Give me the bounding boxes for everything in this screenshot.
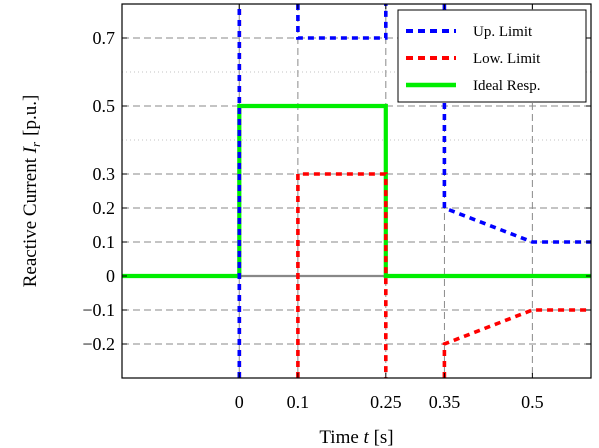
series-line-ideal-resp (122, 103, 591, 279)
y-tick-label: −0.1 (82, 300, 115, 320)
x-tick-label: 0.1 (287, 392, 310, 412)
x-tick-label: 0.25 (370, 392, 402, 412)
legend-label-up-limit: Up. Limit (473, 24, 533, 40)
y-tick-label: 0.3 (93, 164, 116, 184)
y-tick-label: 0.5 (93, 96, 116, 116)
y-tick-label: −0.2 (82, 334, 115, 354)
tick-labels: 0 0.1 0.25 0.35 0.5 0.7 0.5 0.3 0.2 0.1 0 −0.1 −0.2 (82, 4, 591, 412)
legend: Up. Limit Low. Limit Ideal Resp. (397, 9, 587, 103)
series-up-limit (237, 4, 591, 378)
y-tick-label: 0.7 (93, 28, 116, 48)
legend-label-ideal-resp: Ideal Resp. (473, 78, 540, 94)
y-tick-label: 0.1 (93, 232, 116, 252)
y-tick-label: 0 (106, 266, 115, 286)
series-layer (122, 4, 591, 378)
x-tick-label: 0.35 (429, 392, 461, 412)
x-tick-label: 0.5 (521, 392, 544, 412)
series-line-low-limit (296, 172, 388, 378)
plot-frame (121, 3, 592, 379)
y-tick-label: 0.2 (93, 198, 116, 218)
series-ideal-resp (122, 103, 591, 279)
legend-label-low-limit: Low. Limit (473, 51, 541, 67)
x-axis-label: Time t [s] (319, 427, 393, 448)
series-line-low-limit (442, 308, 591, 378)
x-tick-label: 0 (235, 392, 244, 412)
y-axis-label: Reactive Current Ir[p.u.] (20, 95, 43, 288)
series-line-up-limit (442, 4, 591, 244)
series-line-up-limit (296, 4, 388, 40)
